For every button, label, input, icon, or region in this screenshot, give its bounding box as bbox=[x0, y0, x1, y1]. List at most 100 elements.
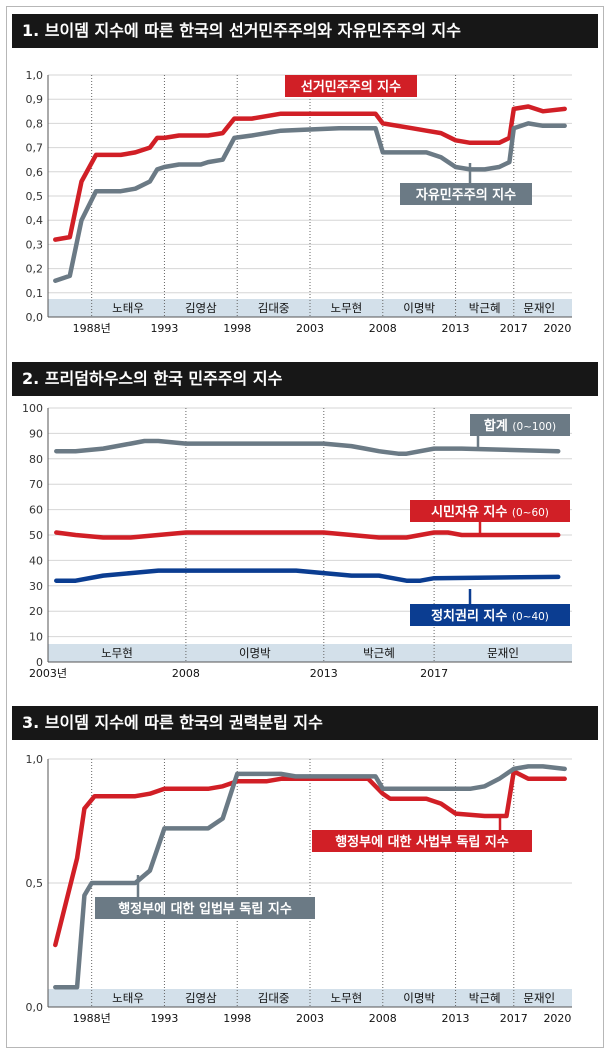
era-label: 이명박 bbox=[403, 991, 435, 1005]
chart1: 0,0 0,1 0,2 0,3 0,4 0,5 0,6 0,7 0,8 0,9 1,0 노태우 김영삼 김… bbox=[26, 69, 572, 335]
era-band bbox=[48, 989, 572, 1007]
x-tick-label: 2020 bbox=[543, 1012, 571, 1025]
chart2-title: 2. 프리덤하우스의 한국 민주주의 지수 bbox=[12, 362, 598, 396]
x-tick-label: 2008 bbox=[369, 1012, 397, 1025]
label-box bbox=[400, 183, 532, 205]
series-label: 행정부에 대한 사법부 독립 지수 bbox=[335, 834, 509, 850]
label-box bbox=[410, 500, 570, 522]
y-tick-label: 0,3 bbox=[26, 238, 44, 251]
era-label: 박근혜 bbox=[363, 646, 395, 660]
legend-name: 시민자유 지수 bbox=[431, 504, 512, 520]
y-tick-label: 0 bbox=[36, 656, 43, 669]
x-tick-label: 2017 bbox=[500, 322, 528, 335]
era-label: 박근혜 bbox=[469, 991, 501, 1005]
y-tick-label: 0,1 bbox=[26, 287, 44, 300]
series-line bbox=[53, 121, 567, 283]
era-label: 김대중 bbox=[258, 301, 290, 315]
y-tick-label: 0,0 bbox=[26, 311, 44, 324]
era-band bbox=[48, 644, 572, 662]
y-tick-label: 1,0 bbox=[26, 753, 44, 766]
x-tick-label: 2013 bbox=[442, 322, 470, 335]
era-label: 문재인 bbox=[523, 991, 555, 1005]
y-tick-label: 0,7 bbox=[26, 142, 44, 155]
era-label: 김영삼 bbox=[185, 301, 217, 315]
x-tick-label: 1998 bbox=[223, 322, 251, 335]
x-tick-label: 2008 bbox=[369, 322, 397, 335]
y-tick-label: 0,6 bbox=[26, 166, 44, 179]
x-tick-label: 2003 bbox=[296, 1012, 324, 1025]
y-tick-label: 90 bbox=[29, 427, 43, 440]
series-label: 자유민주주의 지수 bbox=[416, 187, 516, 203]
series-line bbox=[53, 764, 567, 990]
era-label: 노태우 bbox=[112, 991, 144, 1005]
x-tick-label: 2017 bbox=[420, 667, 448, 680]
y-tick-label: 50 bbox=[29, 529, 43, 542]
era-band bbox=[48, 299, 572, 317]
legend-label: 합계 (0~100) bbox=[484, 418, 556, 434]
legend-range: (0~40) bbox=[512, 611, 549, 623]
series-line bbox=[54, 568, 561, 583]
x-tick-label: 2008 bbox=[172, 667, 200, 680]
era-label: 문재인 bbox=[487, 646, 519, 660]
y-tick-label: 20 bbox=[29, 605, 43, 618]
chart3-title: 3. 브이뎀 지수에 따른 한국의 권력분립 지수 bbox=[12, 706, 598, 740]
legend-name: 합계 bbox=[484, 418, 512, 434]
era-label: 김대중 bbox=[258, 991, 290, 1005]
series-line bbox=[54, 438, 561, 456]
x-tick-label: 2003년 bbox=[29, 667, 67, 680]
y-tick-label: 60 bbox=[29, 504, 43, 517]
y-tick-label: 1,0 bbox=[26, 69, 44, 82]
era-label: 노무현 bbox=[101, 646, 133, 660]
legend-name: 정치권리 지수 bbox=[431, 608, 512, 624]
era-label: 노태우 bbox=[112, 301, 144, 315]
x-tick-label: 1988년 bbox=[73, 1012, 111, 1025]
y-tick-label: 30 bbox=[29, 580, 43, 593]
x-tick-label: 2013 bbox=[310, 667, 338, 680]
series-line bbox=[54, 530, 561, 540]
y-tick-label: 0,2 bbox=[26, 263, 44, 276]
chart2: 0 10 20 30 40 50 60 70 80 90 100 노무현 이명박 박근혜 문재인 2003년 2… bbox=[22, 402, 572, 680]
y-tick-label: 10 bbox=[29, 631, 43, 644]
y-tick-label: 40 bbox=[29, 554, 43, 567]
chart3: 0,0 0,5 1,0 노태우 김영삼 김대중 노무현 이명박 박근혜 문재인 1988년 1993 1… bbox=[26, 753, 572, 1025]
series-line bbox=[53, 769, 567, 948]
y-tick-label: 0,9 bbox=[26, 93, 44, 106]
y-tick-label: 0,4 bbox=[26, 214, 44, 227]
x-tick-label: 2017 bbox=[500, 1012, 528, 1025]
x-tick-label: 2020 bbox=[543, 322, 571, 335]
y-tick-label: 0,8 bbox=[26, 117, 44, 130]
y-tick-label: 0,5 bbox=[26, 190, 44, 203]
label-box bbox=[470, 414, 570, 436]
legend-range: (0~100) bbox=[512, 421, 556, 433]
y-tick-label: 0,5 bbox=[26, 877, 44, 890]
x-tick-label: 2013 bbox=[442, 1012, 470, 1025]
label-box bbox=[410, 604, 570, 626]
infographic-frame bbox=[6, 6, 604, 1048]
era-label: 김영삼 bbox=[185, 991, 217, 1005]
y-tick-label: 100 bbox=[22, 402, 43, 415]
label-box bbox=[285, 75, 417, 97]
series-label: 선거민주주의 지수 bbox=[301, 79, 401, 95]
era-label: 박근혜 bbox=[469, 301, 501, 315]
era-label: 노무현 bbox=[331, 991, 363, 1005]
x-tick-label: 2003 bbox=[296, 322, 324, 335]
series-line bbox=[53, 104, 567, 242]
era-label: 이명박 bbox=[403, 301, 435, 315]
label-box bbox=[95, 897, 315, 919]
y-tick-label: 70 bbox=[29, 478, 43, 491]
era-label: 이명박 bbox=[239, 646, 271, 660]
x-tick-label: 1988년 bbox=[73, 322, 111, 335]
chart1-title: 1. 브이뎀 지수에 따른 한국의 선거민주주의와 자유민주주의 지수 bbox=[12, 14, 598, 48]
label-box bbox=[312, 830, 532, 852]
x-tick-label: 1998 bbox=[223, 1012, 251, 1025]
era-label: 노무현 bbox=[331, 301, 363, 315]
y-tick-label: 0,0 bbox=[26, 1001, 44, 1014]
x-tick-label: 1993 bbox=[150, 1012, 178, 1025]
era-label: 문재인 bbox=[523, 301, 555, 315]
x-tick-label: 1993 bbox=[150, 322, 178, 335]
y-tick-label: 80 bbox=[29, 453, 43, 466]
legend-range: (0~60) bbox=[512, 507, 549, 519]
legend-label: 시민자유 지수 (0~60) bbox=[431, 504, 549, 520]
legend-label: 정치권리 지수 (0~40) bbox=[431, 608, 549, 624]
series-label: 행정부에 대한 입법부 독립 지수 bbox=[118, 901, 292, 917]
